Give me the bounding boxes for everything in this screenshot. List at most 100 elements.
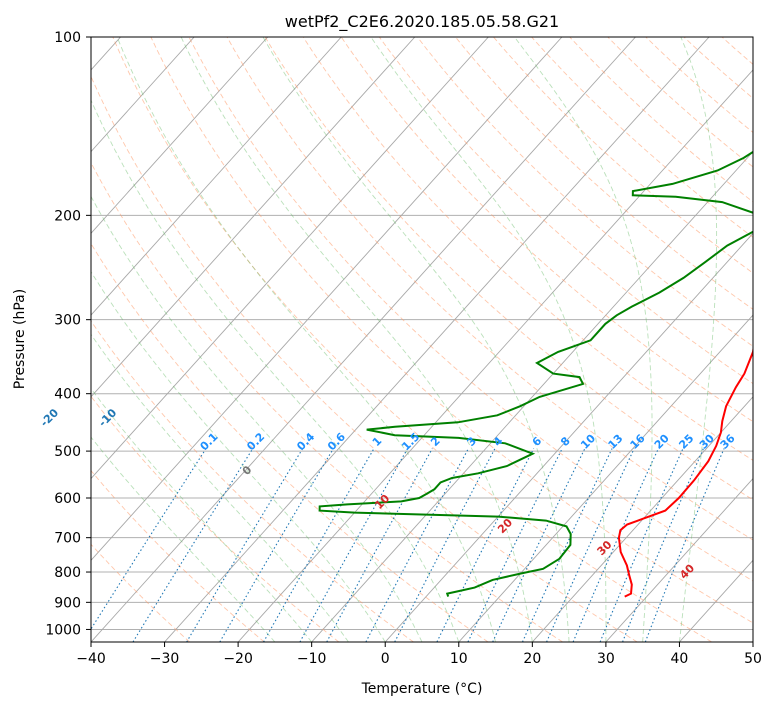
x-tick-label: 40 (671, 651, 689, 667)
isotherm-line (164, 37, 710, 642)
dry-adiabat-label: -30 (0, 406, 3, 429)
y-tick-label: 400 (54, 387, 81, 403)
isotherm-line (752, 641, 753, 642)
dry-adiabat-line (378, 37, 753, 385)
moist-adiabat-line (91, 195, 423, 642)
y-tick-label: 100 (54, 30, 81, 46)
y-tick-label: 300 (54, 313, 81, 329)
dry-adiabat-line (264, 37, 753, 501)
dry-adiabat-line (607, 37, 753, 168)
mixing-ratio-label: 13 (606, 432, 626, 452)
moist-adiabat-label: 0 (240, 463, 255, 478)
y-tick-label: 1000 (45, 622, 81, 638)
dry-adiabat-line (645, 37, 753, 134)
mixing-ratio-line (219, 448, 334, 642)
moist-adiabat-line (91, 333, 349, 642)
isotherm-line (605, 477, 753, 642)
mixing-ratio-line (572, 448, 659, 642)
dry-adiabat-line (112, 37, 713, 642)
mixing-ratio-line (467, 448, 563, 642)
plot-frame (90, 36, 754, 643)
dry-adiabat-line (91, 395, 340, 642)
isotherm-line (384, 232, 753, 642)
isotherm-line (91, 37, 269, 235)
y-tick-label: 200 (54, 208, 81, 224)
dry-adiabat-line (91, 242, 489, 642)
moist-adiabat-line (514, 37, 653, 642)
dry-adiabat-line (302, 37, 753, 461)
x-tick-label: −40 (76, 651, 106, 667)
isotherm-line (91, 37, 195, 153)
temperature-line (617, 345, 753, 598)
isotherm-line (91, 37, 416, 398)
mixing-ratio-label: 25 (676, 432, 696, 452)
isotherm-line (458, 314, 753, 642)
mixing-ratio-line (365, 448, 469, 642)
x-tick-label: −30 (150, 651, 180, 667)
isotherm-line (679, 559, 753, 642)
moist-adiabat-label: 30 (594, 538, 614, 558)
dry-adiabat-line (340, 37, 753, 423)
dry-adiabat-label: -10 (96, 406, 119, 429)
x-axis-label: Temperature (°C) (361, 681, 483, 697)
isotherm-line (531, 396, 753, 642)
moist-adiabat-label: 10 (372, 492, 392, 512)
isotherm-line (237, 69, 753, 642)
mixing-ratio-line (394, 448, 496, 642)
dry-adiabat-line (226, 37, 753, 541)
mixing-ratio-line (644, 448, 725, 642)
moist-adiabat-line (180, 37, 533, 642)
mixing-ratio-line (132, 448, 254, 642)
mixing-ratio-label: 0.6 (325, 430, 348, 453)
mixing-ratio-line (299, 448, 409, 642)
x-tick-label: 10 (450, 651, 468, 667)
dry-adiabat-line (91, 161, 563, 642)
dry-adiabat-line (493, 37, 753, 274)
dry-adiabat-line (455, 37, 753, 310)
mixing-ratio-line (622, 448, 704, 642)
x-tick-label: 30 (597, 651, 615, 667)
y-tick-label: 500 (54, 444, 81, 460)
mixing-ratio-label: 0.1 (198, 430, 221, 453)
chart-title: wetPf2_C2E6.2020.185.05.58.G21 (285, 12, 559, 32)
mixing-ratio-label: 16 (628, 431, 648, 451)
mixing-ratio-line (492, 448, 586, 642)
moist-adiabat-line (91, 387, 313, 642)
moist-adiabat-label: 20 (495, 516, 515, 536)
mixing-ratio-label: 1.5 (399, 430, 422, 453)
isotherm-line (91, 37, 636, 642)
y-tick-label: 600 (54, 491, 81, 507)
dry-adiabat-line (150, 37, 753, 624)
y-tick-label: 900 (54, 595, 81, 611)
dry-adiabat-line (91, 320, 414, 642)
mixing-ratio-line (263, 448, 375, 642)
x-tick-label: 0 (381, 651, 390, 667)
dewpoint-line (318, 150, 753, 597)
y-tick-label: 700 (54, 531, 81, 547)
moist-adiabat-line (91, 436, 276, 642)
moist-adiabat-line (91, 270, 386, 642)
mixing-ratio-line (91, 448, 207, 630)
dry-adiabat-label: -20 (38, 406, 61, 429)
dry-adiabat-line (91, 469, 265, 642)
mixing-ratio-label: 10 (578, 431, 598, 451)
dry-adiabat-line (683, 37, 753, 99)
y-tick-label: 800 (54, 565, 81, 581)
y-axis-label: Pressure (hPa) (12, 289, 28, 389)
x-tick-label: −20 (223, 651, 253, 667)
mixing-ratio-line (186, 448, 304, 642)
mixing-ratio-label: 4 (491, 434, 506, 449)
isotherm-line (91, 37, 489, 480)
moist-adiabat-line (678, 37, 718, 642)
dry-adiabat-line (417, 37, 753, 347)
dry-adiabat-line (721, 37, 753, 65)
moist-adiabat-line (116, 37, 497, 642)
moist-adiabat-line (262, 37, 570, 642)
mixing-ratio-label: 3 (464, 434, 479, 449)
isotherm-line (91, 37, 563, 561)
mixing-ratio-label: 6 (530, 434, 545, 449)
x-tick-label: −10 (297, 651, 327, 667)
x-tick-label: 20 (523, 651, 541, 667)
dry-adiabat-line (188, 37, 753, 582)
